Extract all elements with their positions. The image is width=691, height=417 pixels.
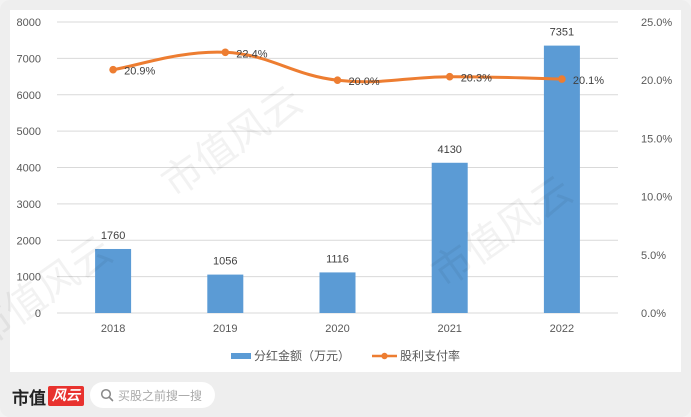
right-tick-label: 10.0%	[641, 192, 672, 204]
line-value-label: 20.9%	[124, 66, 155, 78]
left-tick-label: 1000	[17, 272, 41, 284]
bar-series	[95, 45, 580, 314]
left-tick-label: 0	[35, 308, 41, 320]
search-placeholder: 买股之前搜一搜	[118, 388, 203, 403]
line-marker-2020[interactable]	[333, 76, 342, 84]
gridlines	[57, 21, 618, 314]
right-tick-label: 15.0%	[641, 133, 672, 145]
line-marker-2018[interactable]	[109, 65, 117, 74]
line-value-label: 22.4%	[236, 48, 267, 60]
footer-bar: 市值 风云 买股之前搜一搜	[0, 375, 691, 417]
right-tick-label: 25.0%	[641, 17, 672, 29]
line-value-label: 20.3%	[461, 73, 492, 85]
left-tick-label: 8000	[17, 17, 41, 29]
bar-value-label: 1056	[213, 256, 237, 268]
bar-2019[interactable]	[207, 274, 244, 313]
left-tick-label: 5000	[17, 126, 41, 138]
line-marker-2022[interactable]	[558, 75, 566, 83]
line-marker-2021[interactable]	[445, 72, 454, 81]
left-tick-label: 3000	[17, 199, 41, 211]
x-tick-label: 2021	[437, 323, 461, 335]
bar-2022[interactable]	[543, 45, 580, 314]
x-tick-label: 2020	[325, 323, 349, 335]
bar-value-label: 4130	[437, 144, 461, 156]
chart-panel: 0 1000 2000 3000 4000 5000 6000 7000 8000 0.0% 5.…	[10, 10, 681, 372]
left-tick-label: 7000	[17, 53, 41, 65]
x-tick-label: 2022	[550, 323, 574, 335]
line-value-label: 20.0%	[349, 76, 380, 88]
bar-value-label: 7351	[550, 27, 574, 39]
left-tick-label: 4000	[17, 163, 41, 175]
bar-2018[interactable]	[95, 248, 132, 313]
brand-text: 市值	[12, 388, 46, 409]
line-value-label: 20.1%	[573, 75, 604, 87]
legend-bar-swatch	[231, 353, 251, 359]
brand-logo[interactable]: 市值 风云	[12, 384, 84, 409]
bar-value-label: 1760	[101, 230, 125, 242]
dividend-chart: 0 1000 2000 3000 4000 5000 6000 7000 8000 0.0% 5.…	[17, 17, 673, 363]
right-tick-label: 0.0%	[641, 308, 666, 320]
bar-data-labels: 1760 1056 1116 4130 7351	[101, 27, 574, 268]
left-y-axis: 0 1000 2000 3000 4000 5000 6000 7000 8000	[17, 17, 41, 320]
right-y-axis: 0.0% 5.0% 10.0% 15.0% 20.0% 25.0%	[641, 17, 672, 320]
x-tick-label: 2018	[101, 323, 125, 335]
right-tick-label: 20.0%	[641, 75, 672, 87]
bar-2020[interactable]	[319, 272, 356, 313]
bar-2021[interactable]	[431, 162, 468, 313]
legend-bar-label: 分红金额（万元）	[254, 348, 350, 363]
x-tick-label: 2019	[213, 323, 237, 335]
legend-line-marker	[381, 352, 388, 360]
left-tick-label: 6000	[17, 90, 41, 102]
line-data-labels: 20.9% 22.4% 20.0% 20.3% 20.1%	[124, 48, 604, 88]
line-series	[109, 48, 566, 84]
search-icon	[100, 388, 114, 402]
bar-value-label: 1116	[326, 253, 349, 265]
right-tick-label: 5.0%	[641, 250, 666, 262]
chart-legend: 分红金额（万元） 股利支付率	[231, 348, 460, 363]
legend-line-label: 股利支付率	[400, 348, 460, 363]
brand-badge: 风云	[48, 386, 84, 406]
left-tick-label: 2000	[17, 235, 41, 247]
search-box[interactable]: 买股之前搜一搜	[90, 382, 215, 408]
x-axis: 2018 2019 2020 2021 2022	[101, 323, 574, 335]
line-marker-2019[interactable]	[221, 48, 230, 57]
